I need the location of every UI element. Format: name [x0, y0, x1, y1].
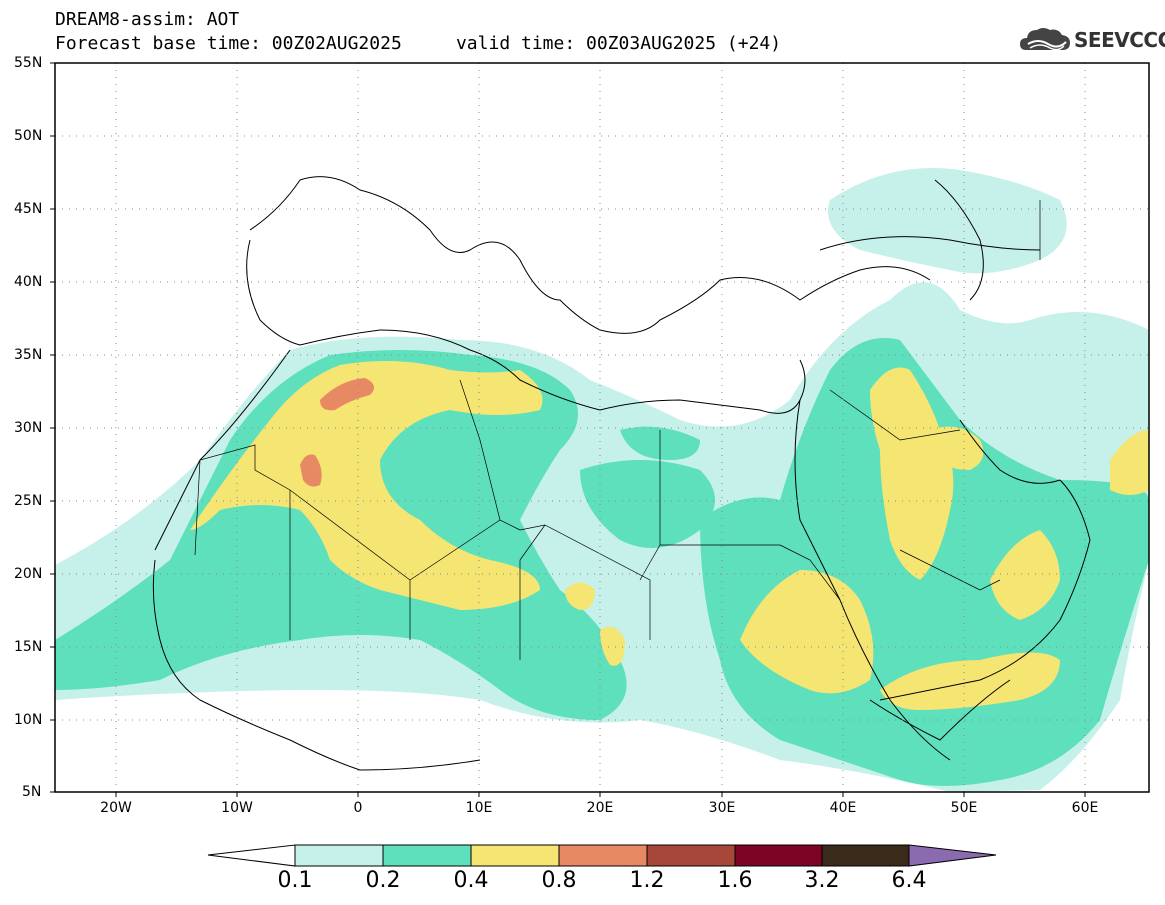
aot-level-0.4-oman [990, 530, 1060, 620]
colorbar-label-6.4: 6.4 [891, 868, 927, 893]
graticule [55, 63, 1149, 792]
aot-level-0.8-morocco [320, 378, 374, 411]
map-subtitle: Forecast base time: 00Z02AUG2025 valid t… [55, 33, 782, 54]
aot-level-0.4-gulf [930, 426, 984, 470]
lon-label-20e: 20E [586, 800, 614, 816]
aot-level-0.4-iran [1110, 430, 1149, 495]
lon-label-50e: 50E [950, 800, 978, 816]
colorbar-label-1.6: 1.6 [717, 868, 753, 893]
aot-contours [55, 168, 1149, 792]
lon-label-20w: 20W [100, 800, 132, 816]
aot-level-0.8-algeria [300, 454, 322, 487]
lat-label-50n: 50N [14, 128, 43, 144]
lon-label-0: 0 [353, 800, 363, 816]
lat-label-5n: 5N [22, 784, 42, 800]
aot-level-0.1-caspian [828, 168, 1067, 274]
aot-level-0.4-chad [565, 582, 595, 610]
colorbar-label-0.8: 0.8 [541, 868, 577, 893]
lon-label-10e: 10E [465, 800, 493, 816]
seevccc-logo: SEEVCCC [1018, 24, 1165, 56]
lat-label-40n: 40N [14, 274, 43, 290]
lon-label-30e: 30E [708, 800, 736, 816]
aot-level-0.4-darfur [600, 626, 625, 666]
axis-ticks [50, 62, 1086, 797]
lon-label-40e: 40E [829, 800, 857, 816]
colorbar-label-0.4: 0.4 [453, 868, 489, 893]
lat-label-20n: 20N [14, 566, 43, 582]
map-title: DREAM8-assim: AOT [55, 9, 240, 30]
lat-label-10n: 10N [14, 712, 43, 728]
lat-label-30n: 30N [14, 420, 43, 436]
lat-label-45n: 45N [14, 201, 43, 217]
lat-label-15n: 15N [14, 639, 43, 655]
lon-label-60e: 60E [1071, 800, 1099, 816]
aot-level-0.2-central [580, 460, 715, 548]
lat-label-25n: 25N [14, 493, 43, 509]
colorbar-label-1.2: 1.2 [629, 868, 665, 893]
logo-text: SEEVCCC [1074, 28, 1165, 52]
lon-label-10w: 10W [221, 800, 253, 816]
lat-label-35n: 35N [14, 347, 43, 363]
aot-level-0.4-sahara [190, 361, 543, 610]
aot-level-0.4-arabia [870, 367, 954, 580]
colorbar-label-0.1: 0.1 [277, 868, 313, 893]
cloud-logo-icon [1020, 28, 1070, 51]
lat-label-55n: 55N [14, 55, 43, 71]
colorbar-label-0.2: 0.2 [365, 868, 401, 893]
colorbar-label-3.2: 3.2 [804, 868, 840, 893]
aot-level-0.4-yemen [880, 652, 1060, 710]
